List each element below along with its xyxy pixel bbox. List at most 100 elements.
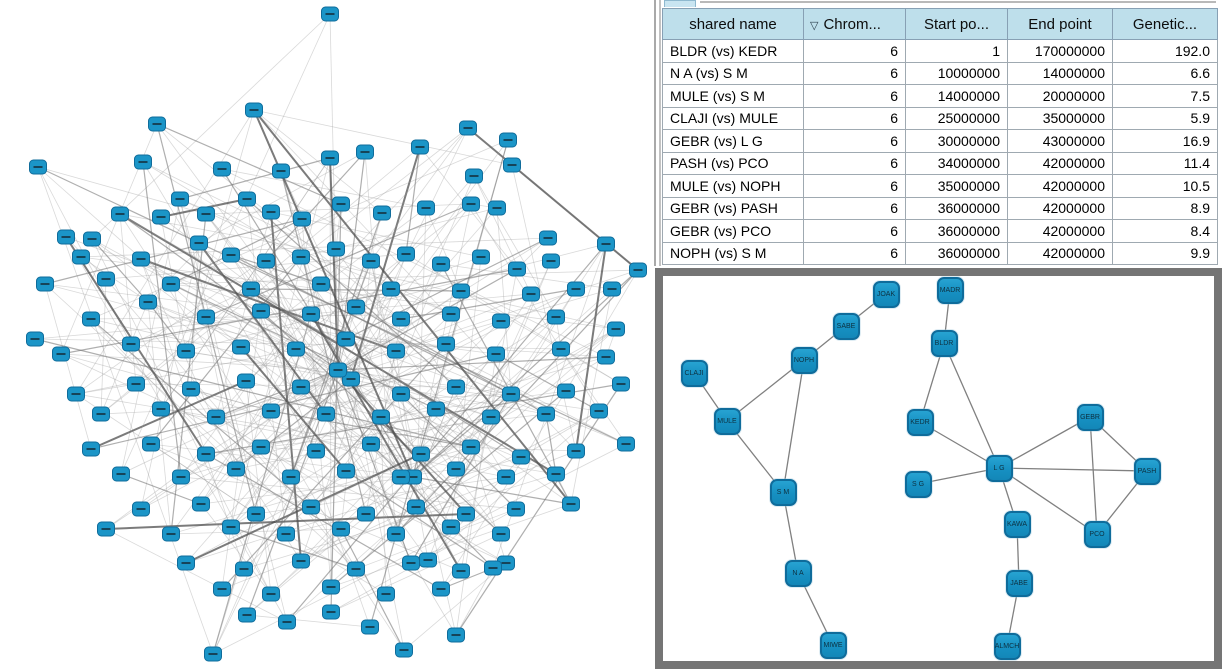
table-row[interactable]: NOPH (vs) S M 6 36000000 42000000 9.9	[662, 241, 1218, 265]
node-almch[interactable]: ALMCH	[993, 632, 1021, 660]
cell-shared-name[interactable]: CLAJI (vs) MULE	[662, 106, 804, 130]
table-row[interactable]: PASH (vs) PCO 6 34000000 42000000 11.4	[662, 151, 1218, 175]
cell-value[interactable]: 42000000	[1007, 241, 1113, 265]
cell-value[interactable]: 7.5	[1112, 84, 1218, 108]
cell-value[interactable]: 36000000	[905, 196, 1008, 220]
filter-funnel-icon[interactable]: ▽	[810, 19, 819, 32]
node-s-g[interactable]: S G	[904, 470, 932, 498]
table-row[interactable]: GEBR (vs) PASH 6 36000000 42000000 8.9	[662, 196, 1218, 220]
cell-shared-name[interactable]: MULE (vs) NOPH	[662, 174, 804, 198]
cell-value[interactable]: 14000000	[905, 84, 1008, 108]
cell-value[interactable]: 6	[803, 106, 906, 130]
cell-value[interactable]: 10.5	[1112, 174, 1218, 198]
cell-value[interactable]: 6	[803, 61, 906, 85]
cell-value[interactable]: 192.0	[1112, 39, 1218, 63]
column-header-genetic[interactable]: Genetic...	[1112, 8, 1218, 40]
cell-value[interactable]: 42000000	[1007, 219, 1113, 243]
cell-value[interactable]: 34000000	[905, 151, 1008, 175]
column-header-end-point[interactable]: End point	[1007, 8, 1113, 40]
node-bldr[interactable]: BLDR	[930, 329, 958, 357]
network-node-label	[386, 288, 396, 290]
node-joak[interactable]: JOAK	[872, 280, 900, 308]
table-row[interactable]: MULE (vs) NOPH 6 35000000 42000000 10.5	[662, 174, 1218, 198]
cell-value[interactable]: 43000000	[1007, 129, 1113, 153]
network-node-label	[546, 260, 556, 262]
cell-value[interactable]: 6	[803, 39, 906, 63]
network-node-label	[377, 212, 387, 214]
cell-value[interactable]: 36000000	[905, 241, 1008, 265]
cell-value[interactable]: 8.4	[1112, 219, 1218, 243]
network-node-label	[256, 310, 266, 312]
cell-value[interactable]: 10000000	[905, 61, 1008, 85]
node-claji[interactable]: CLAJI	[680, 359, 708, 387]
node-miwe[interactable]: MIWE	[819, 631, 847, 659]
node-l-g[interactable]: L G	[985, 454, 1013, 482]
cell-value[interactable]: 42000000	[1007, 174, 1113, 198]
cell-value[interactable]: 36000000	[905, 219, 1008, 243]
cell-value[interactable]: 42000000	[1007, 151, 1113, 175]
cell-shared-name[interactable]: PASH (vs) PCO	[662, 151, 804, 175]
main-network-view[interactable]	[0, 0, 655, 669]
cell-value[interactable]: 6	[803, 151, 906, 175]
cell-value[interactable]: 14000000	[1007, 61, 1113, 85]
cell-value[interactable]: 20000000	[1007, 84, 1113, 108]
cell-value[interactable]: 6	[803, 219, 906, 243]
cell-value[interactable]: 1	[905, 39, 1008, 63]
cell-shared-name[interactable]: NOPH (vs) S M	[662, 241, 804, 265]
main-network-nodes-layer	[26, 6, 647, 662]
cell-value[interactable]: 6	[803, 196, 906, 220]
network-node-label	[201, 453, 211, 455]
cell-value[interactable]: 25000000	[905, 106, 1008, 130]
cell-value[interactable]: 6	[803, 241, 906, 265]
node-mule[interactable]: MULE	[713, 407, 741, 435]
cell-value[interactable]: 9.9	[1112, 241, 1218, 265]
cell-shared-name[interactable]: BLDR (vs) KEDR	[662, 39, 804, 63]
node-n-a[interactable]: N A	[784, 559, 812, 587]
cell-shared-name[interactable]: N A (vs) S M	[662, 61, 804, 85]
table-row[interactable]: MULE (vs) S M 6 14000000 20000000 7.5	[662, 84, 1218, 108]
cell-value[interactable]: 170000000	[1007, 39, 1113, 63]
cell-value[interactable]: 6	[803, 174, 906, 198]
cell-value[interactable]: 5.9	[1112, 106, 1218, 130]
cell-value[interactable]: 16.9	[1112, 129, 1218, 153]
network-node-label	[136, 508, 146, 510]
cell-value[interactable]: 6	[803, 84, 906, 108]
node-kawa[interactable]: KAWA	[1003, 510, 1031, 538]
node-sabe[interactable]: SABE	[832, 312, 860, 340]
cell-value[interactable]: 30000000	[905, 129, 1008, 153]
column-header-start-position[interactable]: Start po...	[905, 8, 1008, 40]
node-kedr[interactable]: KEDR	[906, 408, 934, 436]
cell-value[interactable]: 42000000	[1007, 196, 1113, 220]
table-row[interactable]: BLDR (vs) KEDR 6 1 170000000 192.0	[662, 39, 1218, 63]
cell-shared-name[interactable]: GEBR (vs) L G	[662, 129, 804, 153]
node-pco[interactable]: PCO	[1083, 520, 1111, 548]
column-header-shared-name[interactable]: shared name	[662, 8, 804, 40]
cell-value[interactable]: 6.6	[1112, 61, 1218, 85]
column-label: Start po...	[923, 15, 990, 33]
cell-value[interactable]: 8.9	[1112, 196, 1218, 220]
network-node-label	[396, 393, 406, 395]
node-jabe[interactable]: JABE	[1005, 569, 1033, 597]
table-row[interactable]: N A (vs) S M 6 10000000 14000000 6.6	[662, 61, 1218, 85]
table-row[interactable]: CLAJI (vs) MULE 6 25000000 35000000 5.9	[662, 106, 1218, 130]
node-gebr[interactable]: GEBR	[1076, 403, 1104, 431]
node-s-m[interactable]: S M	[769, 478, 797, 506]
table-row[interactable]: GEBR (vs) L G 6 30000000 43000000 16.9	[662, 129, 1218, 153]
table-tab-fragment[interactable]	[664, 0, 696, 7]
network-node-label	[446, 313, 456, 315]
cell-value[interactable]: 35000000	[905, 174, 1008, 198]
cell-value[interactable]: 6	[803, 129, 906, 153]
column-header-chromosome[interactable]: ▽ Chrom...	[803, 8, 906, 40]
table-row[interactable]: GEBR (vs) PCO 6 36000000 42000000 8.4	[662, 219, 1218, 243]
cell-shared-name[interactable]: MULE (vs) S M	[662, 84, 804, 108]
node-noph[interactable]: NOPH	[790, 346, 818, 374]
node-madr[interactable]: MADR	[936, 276, 964, 304]
network-node-label	[411, 506, 421, 508]
network-node-label	[115, 213, 125, 215]
node-pash[interactable]: PASH	[1133, 457, 1161, 485]
cell-shared-name[interactable]: GEBR (vs) PCO	[662, 219, 804, 243]
cell-value[interactable]: 11.4	[1112, 151, 1218, 175]
cell-value[interactable]: 35000000	[1007, 106, 1113, 130]
network-node-label	[526, 293, 536, 295]
cell-shared-name[interactable]: GEBR (vs) PASH	[662, 196, 804, 220]
